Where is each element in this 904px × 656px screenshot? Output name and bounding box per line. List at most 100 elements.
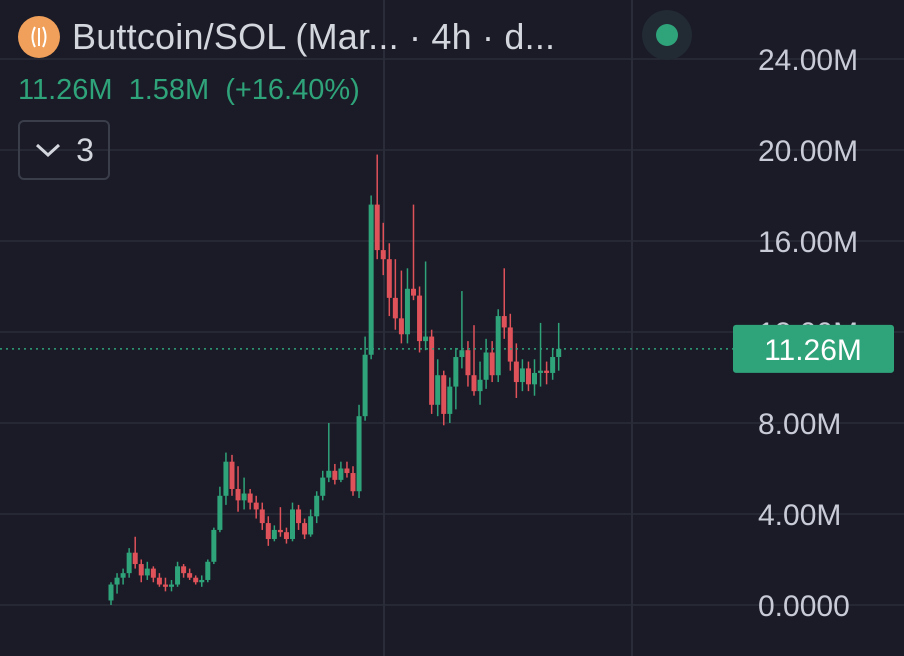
candle-body xyxy=(277,529,283,533)
candle xyxy=(453,347,459,410)
candle-body xyxy=(507,327,513,362)
candle xyxy=(368,195,374,360)
candle xyxy=(380,222,386,276)
candle-body xyxy=(532,372,537,385)
candle xyxy=(247,488,253,510)
candle-body xyxy=(459,350,465,358)
candle xyxy=(296,504,302,530)
candle xyxy=(362,336,368,421)
candle-body xyxy=(411,288,416,296)
candle-body xyxy=(302,523,308,535)
candle-body xyxy=(265,523,271,540)
candle-body xyxy=(404,288,410,335)
candle-body xyxy=(489,352,495,376)
candle-body xyxy=(108,584,114,601)
current-price-label: 11.26M xyxy=(733,324,894,373)
candle-body xyxy=(150,568,156,578)
candle-body xyxy=(423,336,429,342)
candle-body xyxy=(199,579,205,583)
candle-body xyxy=(126,552,132,574)
candle xyxy=(386,243,392,317)
vertical-gridlines xyxy=(383,0,633,656)
candle-body xyxy=(513,361,519,383)
candle-body xyxy=(290,509,295,540)
candle-body xyxy=(271,529,277,540)
candle-body xyxy=(162,584,168,587)
candle xyxy=(302,518,308,540)
candle-body xyxy=(417,295,423,342)
candle xyxy=(156,573,162,587)
candle xyxy=(217,486,223,533)
candle xyxy=(356,404,362,499)
candle-body xyxy=(374,204,380,251)
price-change-percent: (+16.40%) xyxy=(225,74,360,106)
chart-header[interactable]: Buttcoin/SOL (Mar... · 4h · d... xyxy=(18,14,555,60)
candle xyxy=(314,491,320,524)
candle xyxy=(332,463,338,485)
candle xyxy=(126,548,132,578)
chevron-down-icon xyxy=(36,143,61,158)
candle xyxy=(187,568,193,580)
candle-body xyxy=(501,316,507,328)
candle xyxy=(556,322,562,371)
y-tick-label: 16.00M xyxy=(758,226,858,259)
candle xyxy=(550,347,556,380)
candle xyxy=(265,516,271,546)
candle-body xyxy=(441,375,447,414)
candles[interactable] xyxy=(108,154,562,605)
candle-body xyxy=(156,577,162,585)
candle xyxy=(544,361,550,385)
candle xyxy=(241,477,247,510)
live-status-dot-icon[interactable] xyxy=(642,10,692,60)
candle xyxy=(459,291,465,369)
candle xyxy=(277,507,283,537)
candle xyxy=(513,343,519,398)
candle-body xyxy=(356,416,362,492)
candle-body xyxy=(362,354,368,417)
candle xyxy=(120,568,126,585)
candle xyxy=(132,536,138,569)
candle-body xyxy=(429,336,435,405)
candle-body xyxy=(308,516,314,535)
candle xyxy=(489,341,495,383)
candle-body xyxy=(181,566,187,574)
candle xyxy=(495,309,501,383)
candle xyxy=(229,454,235,496)
candle-body xyxy=(253,502,259,510)
candle xyxy=(326,423,332,483)
candle xyxy=(398,270,404,344)
candle-body xyxy=(314,495,320,517)
candle-body xyxy=(205,561,211,580)
candle xyxy=(308,509,314,537)
indicators-toggle-button[interactable]: 3 xyxy=(18,120,110,180)
candle-body xyxy=(114,577,120,585)
pair-title[interactable]: Buttcoin/SOL (Mar... · 4h · d... xyxy=(72,16,556,57)
price-change: 1.58M xyxy=(128,74,210,106)
candle xyxy=(344,461,350,478)
candle xyxy=(223,452,229,505)
candle-body xyxy=(465,350,471,376)
candle xyxy=(483,338,489,389)
candle-body xyxy=(259,509,265,524)
candle-body xyxy=(392,297,398,319)
candle-body xyxy=(235,488,241,501)
candle xyxy=(447,377,453,423)
candle-body xyxy=(435,375,441,405)
horizontal-gridlines xyxy=(0,58,904,606)
candle xyxy=(199,575,205,587)
candle xyxy=(211,527,217,565)
indicators-count: 3 xyxy=(76,131,94,168)
candle xyxy=(205,559,211,583)
candle-body xyxy=(398,318,404,335)
buttcoin-logo-icon xyxy=(18,16,60,58)
candle xyxy=(338,461,344,483)
candle xyxy=(429,329,435,414)
candle-body xyxy=(447,386,453,414)
candle-body xyxy=(519,368,525,383)
candle xyxy=(519,359,525,392)
candle-body xyxy=(326,470,332,478)
candle xyxy=(181,564,187,578)
y-tick-label: 0.0000 xyxy=(758,590,850,623)
candle-body xyxy=(169,584,174,587)
